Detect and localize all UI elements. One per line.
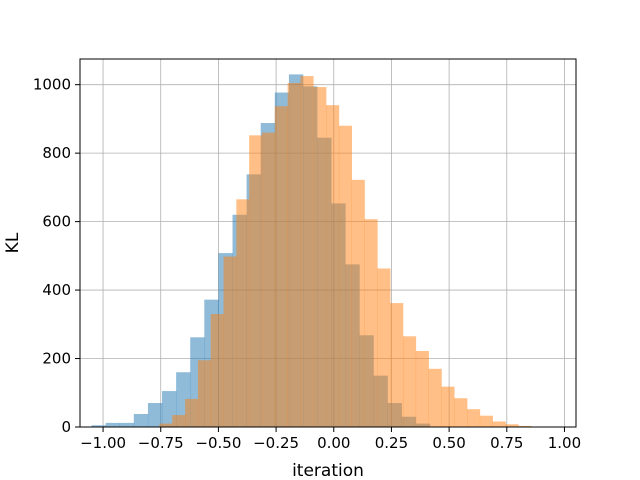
- histogram-bar: [351, 179, 365, 427]
- histogram-bar: [133, 413, 149, 427]
- histogram-bar: [441, 386, 455, 427]
- histogram-bar: [479, 415, 493, 427]
- x-tick-label: −1.00: [80, 434, 126, 452]
- histogram-bar: [119, 422, 135, 427]
- histogram-bar: [287, 82, 301, 427]
- histogram-bar: [105, 422, 121, 427]
- histogram-bar: [197, 360, 212, 427]
- histogram-bar: [326, 105, 340, 427]
- histogram-bar: [236, 199, 250, 427]
- histogram-bar: [91, 425, 106, 427]
- x-tick-label: 1.00: [548, 434, 581, 452]
- histogram-bar: [249, 135, 263, 427]
- histogram-bar: [313, 87, 327, 428]
- x-tick-label: 0.00: [317, 434, 350, 452]
- histogram-bar: [390, 303, 404, 427]
- histogram-bar: [518, 425, 532, 427]
- histogram-bar: [185, 398, 199, 427]
- x-tick-label: 0.50: [432, 434, 465, 452]
- y-tick-label: 0: [61, 418, 71, 436]
- histogram-bar: [428, 368, 442, 427]
- x-tick-label: 0.75: [490, 434, 523, 452]
- x-tick-label: 0.25: [375, 434, 408, 452]
- x-tick-label: −0.75: [138, 434, 184, 452]
- axis-ticks: −1.00 −0.75 −0.50 −0.25 0.00 0.25 0.50 0.75 1.00…: [33, 76, 581, 452]
- plot-frame: [79, 58, 577, 428]
- histogram-bar: [274, 106, 288, 427]
- histogram-bar: [492, 421, 506, 427]
- x-axis-label: iteration: [292, 461, 364, 480]
- y-tick-label: 200: [42, 350, 71, 368]
- histogram-bar: [454, 398, 468, 427]
- histogram-bar: [210, 314, 224, 427]
- histogram-bar: [223, 256, 237, 427]
- histogram-bar: [377, 268, 391, 427]
- y-axis-label: KL: [3, 232, 23, 253]
- histogram-bar: [364, 219, 378, 427]
- histogram-bars: [91, 74, 545, 428]
- histogram-bar: [415, 351, 429, 427]
- histogram-bar: [300, 76, 314, 428]
- histogram-bar: [338, 125, 353, 428]
- histogram-bar: [147, 403, 163, 427]
- histogram-bar: [505, 424, 519, 427]
- y-tick-label: 1000: [33, 76, 71, 94]
- histogram-bar: [402, 336, 417, 427]
- x-tick-label: −0.50: [195, 434, 241, 452]
- histogram-series-2: [159, 76, 545, 428]
- x-tick-label: −0.25: [253, 434, 299, 452]
- y-tick-label: 600: [42, 213, 71, 231]
- histogram-bar: [261, 132, 276, 427]
- histogram-bar: [159, 423, 173, 427]
- y-tick-label: 800: [42, 144, 71, 162]
- histogram-bar: [467, 409, 481, 427]
- y-tick-label: 400: [42, 281, 71, 299]
- histogram-bar: [172, 415, 186, 427]
